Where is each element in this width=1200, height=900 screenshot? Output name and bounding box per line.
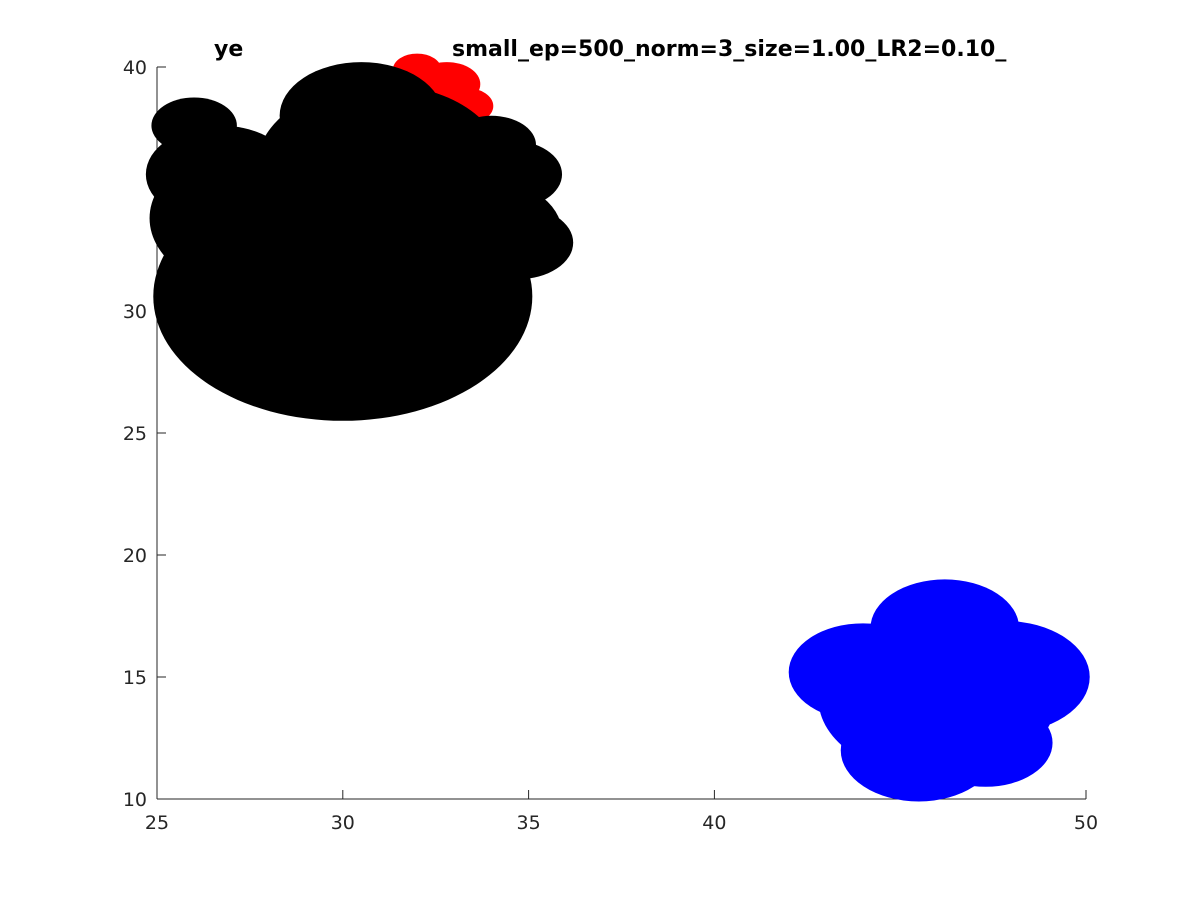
y-tick-label: 10 — [123, 789, 147, 811]
y-tick-label: 25 — [123, 423, 147, 445]
x-tick-label: 35 — [517, 812, 541, 834]
data-point — [446, 115, 537, 175]
x-tick-label: 25 — [145, 812, 169, 834]
axes: 25 30 35 40 50 10 15 20 25 30 40 — [123, 57, 1098, 834]
y-tick-label: 30 — [123, 301, 147, 323]
y-tick-label: 20 — [123, 545, 147, 567]
data-point — [145, 125, 295, 224]
x-tick-label: 40 — [702, 812, 726, 834]
chart-title: ye — [214, 37, 243, 62]
x-tick-label: 30 — [331, 812, 355, 834]
data-point — [461, 206, 574, 280]
y-tick-label: 15 — [123, 667, 147, 689]
data-point — [870, 579, 1020, 677]
chart-title-suffix: small_ep=500_norm=3_size=1.00_LR2=0.10_ — [452, 37, 1006, 62]
data-point — [279, 62, 444, 170]
data-point — [918, 698, 1053, 787]
series-1 — [145, 62, 574, 421]
x-tick-label: 50 — [1074, 812, 1098, 834]
plot-area — [145, 53, 1090, 802]
y-axis-ticks: 10 15 20 25 30 40 — [123, 57, 166, 811]
x-axis-ticks: 25 30 35 40 50 — [145, 790, 1098, 834]
y-tick-label: 40 — [123, 57, 147, 79]
series-2 — [788, 579, 1090, 802]
